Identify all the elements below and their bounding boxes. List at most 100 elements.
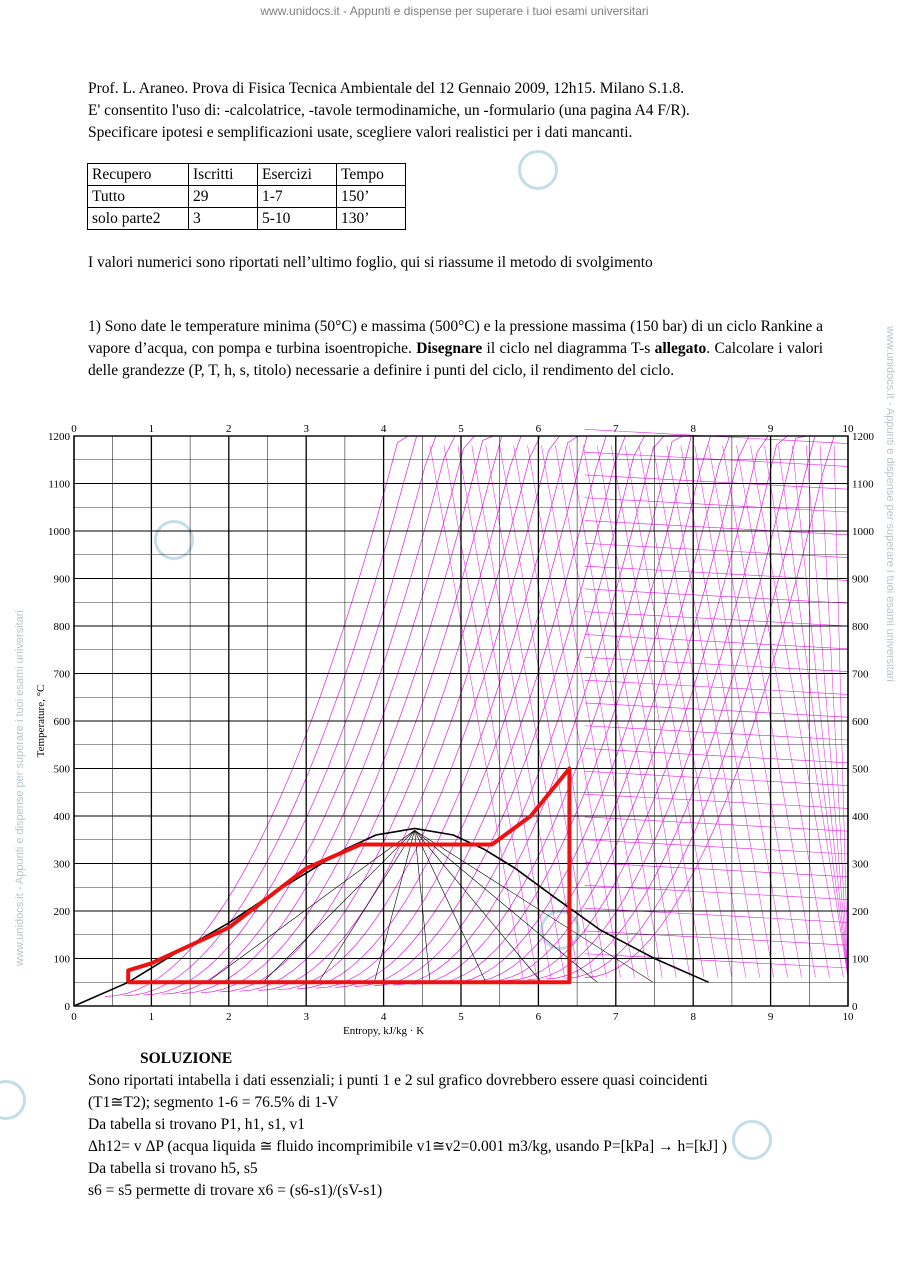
isobar-line: [584, 435, 845, 978]
isochore-line: [778, 445, 849, 978]
isochore-line: [583, 445, 677, 978]
isobar-line: [277, 435, 712, 991]
y-tick-label-right: 500: [852, 764, 869, 776]
y-tick-label-left: 0: [65, 1001, 71, 1013]
x-tick-label-bottom: 5: [458, 1011, 464, 1023]
chart-saturation-dome: [73, 827, 710, 1007]
isochore-line: [792, 445, 849, 978]
isenthalp-line: [584, 839, 849, 855]
isobar-line: [508, 435, 844, 981]
table-cell: 5-10: [257, 207, 337, 230]
isenthalp-line: [584, 588, 849, 604]
isenthalp-line: [584, 816, 849, 832]
isobar-line: [565, 435, 848, 979]
x-tick-label-top: 1: [149, 423, 155, 435]
watermark-banner-top: www.unidocs.it - Appunti e dispense per …: [260, 4, 649, 18]
isochore-line: [555, 445, 649, 978]
isenthalp-line: [584, 679, 849, 695]
y-tick-label-left: 400: [54, 811, 71, 823]
chart-axes: [73, 435, 849, 1007]
y-tick-label-left: 1000: [48, 526, 71, 538]
isochore-line: [596, 445, 691, 978]
table-header-cell: Tempo: [336, 163, 406, 186]
isochore-line: [819, 445, 849, 978]
isochore-line: [471, 445, 565, 978]
isochore-line: [638, 445, 733, 978]
quality-line: [206, 830, 415, 983]
y-tick-label-left: 300: [54, 859, 71, 871]
isochore-line: [429, 445, 524, 978]
watermark-logo-icon: [518, 150, 558, 190]
q1-bold-attached: allegato: [654, 340, 707, 357]
isobar-line: [488, 435, 847, 982]
isobar-line: [239, 435, 673, 992]
table-row: Tutto 29 1-7 150’: [87, 185, 406, 208]
isenthalp-line: [584, 702, 849, 718]
isenthalp-line: [584, 474, 849, 490]
isochore-line: [750, 445, 844, 978]
y-tick-label-left: 900: [54, 574, 71, 586]
solution-line: Da tabella si trovano h5, s5: [88, 1160, 258, 1177]
y-tick-label-right: 900: [852, 574, 869, 586]
isobar-line: [450, 435, 841, 984]
x-tick-label-top: 8: [690, 423, 696, 435]
quality-line: [414, 830, 598, 983]
y-tick-label-left: 700: [54, 669, 71, 681]
header-line-3: Specificare ipotesi e semplificazioni us…: [88, 124, 633, 141]
isenthalp-line: [584, 520, 849, 536]
y-tick-label-left: 800: [54, 621, 71, 633]
isenthalp-line: [584, 771, 849, 786]
isochore-line: [666, 445, 761, 978]
table-cell: Tutto: [87, 185, 189, 208]
table-header-row: Recupero Iscritti Esercizi Tempo: [87, 163, 406, 186]
isochore-line: [764, 445, 849, 978]
y-tick-label-right: 1000: [852, 526, 875, 538]
method-note: I valori numerici sono riportati nell’ul…: [88, 254, 653, 271]
y-tick-label-left: 200: [54, 906, 71, 918]
y-tick-label-left: 600: [54, 716, 71, 728]
isenthalp-line: [584, 725, 849, 741]
isenthalp-line: [584, 543, 849, 558]
isobar-line: [431, 435, 843, 984]
y-tick-label-right: 1200: [852, 431, 875, 443]
isenthalp-line: [584, 748, 849, 764]
isochore-line: [610, 445, 705, 978]
solution-line: Da tabella si trovano P1, h1, s1, v1: [88, 1116, 305, 1133]
table-cell: 130’: [336, 207, 406, 230]
isobar-line: [162, 435, 596, 995]
isochore-line: [527, 445, 621, 978]
x-tick-label-top: 7: [613, 423, 619, 435]
quality-line: [318, 830, 415, 983]
table-cell: solo parte2: [87, 207, 189, 230]
x-tick-label-top: 5: [458, 423, 464, 435]
isobar-line: [373, 435, 808, 987]
x-tick-label-top: 10: [843, 423, 855, 435]
q1-bold-draw: Disegnare: [416, 340, 483, 357]
isenthalp-line: [584, 497, 849, 513]
chart-grid: [73, 435, 849, 1007]
isochore-line: [833, 445, 849, 978]
quality-line: [414, 830, 542, 983]
isochore-line: [513, 445, 607, 978]
table-header-cell: Recupero: [87, 163, 189, 186]
x-tick-label-bottom: 2: [226, 1011, 232, 1023]
watermark-logo-icon: [0, 1080, 26, 1120]
y-tick-label-left: 1200: [48, 431, 71, 443]
watermark-logo-icon: [154, 520, 194, 560]
isochore-line: [652, 445, 747, 978]
isenthalp-line: [584, 862, 849, 878]
isochore-line: [443, 445, 538, 978]
y-tick-label-left: 1100: [48, 479, 70, 491]
header-line-2: E' consentito l'uso di: -calcolatrice, -…: [88, 102, 690, 119]
q1-text-part: . Calcolare i valori delle grandezze (P,…: [88, 340, 823, 379]
y-tick-label-right: 600: [852, 716, 869, 728]
y-tick-label-left: 500: [54, 764, 71, 776]
x-tick-label-top: 6: [536, 423, 542, 435]
quality-line: [374, 830, 415, 983]
x-axis-label: Entropy, kJ/kg · K: [343, 1025, 424, 1037]
solution-section: SOLUZIONE Sono riportati intabella i dat…: [88, 1048, 848, 1202]
rankine-cycle-line: [126, 766, 572, 985]
watermark-side-left: www.unidocs.it - Appunti e dispense per …: [14, 610, 26, 966]
